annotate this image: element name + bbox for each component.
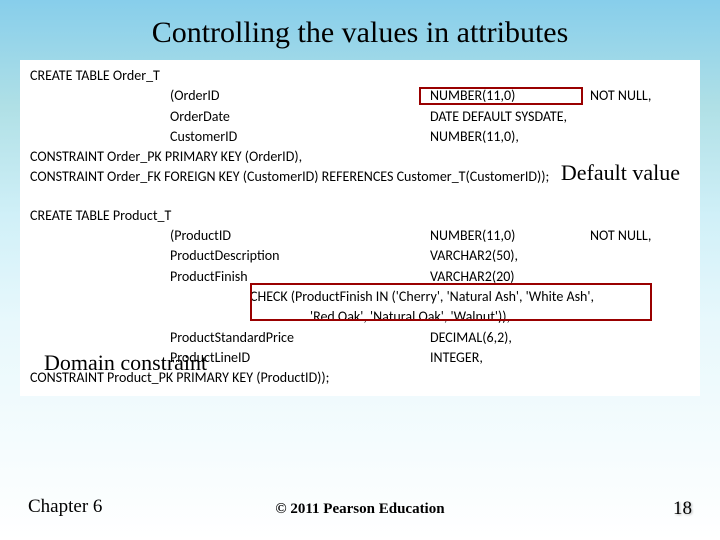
- table-row: CustomerID NUMBER(11,0),: [30, 127, 690, 147]
- footer-copyright: © 2011 Pearson Education: [275, 501, 444, 518]
- table-row: (OrderID NUMBER(11,0) NOT NULL,: [30, 86, 690, 106]
- table-row: ProductStandardPrice DECIMAL(6,2),: [30, 328, 690, 348]
- default-value-annotation: Default value: [561, 160, 680, 186]
- domain-constraint-annotation: Domain constraint: [44, 350, 207, 376]
- table-row: OrderDate DATE DEFAULT SYSDATE,: [30, 107, 690, 127]
- table-row: (ProductID NUMBER(11,0) NOT NULL,: [30, 226, 690, 246]
- check-line: 'Red Oak', 'Natural Oak', 'Walnut')),: [30, 307, 690, 327]
- create-line-2: CREATE TABLE Product_T: [30, 206, 690, 226]
- footer-page-number: 18: [673, 498, 692, 520]
- table-row: ProductFinish VARCHAR2(20): [30, 267, 690, 287]
- slide-title: Controlling the values in attributes: [0, 0, 720, 60]
- table-row: ProductDescription VARCHAR2(50),: [30, 246, 690, 266]
- sql-code-block: CREATE TABLE Order_T (OrderID NUMBER(11,…: [20, 60, 700, 396]
- create-line-1: CREATE TABLE Order_T: [30, 66, 690, 86]
- footer-chapter: Chapter 6: [28, 496, 102, 518]
- check-line: CHECK (ProductFinish IN ('Cherry', 'Natu…: [30, 287, 690, 307]
